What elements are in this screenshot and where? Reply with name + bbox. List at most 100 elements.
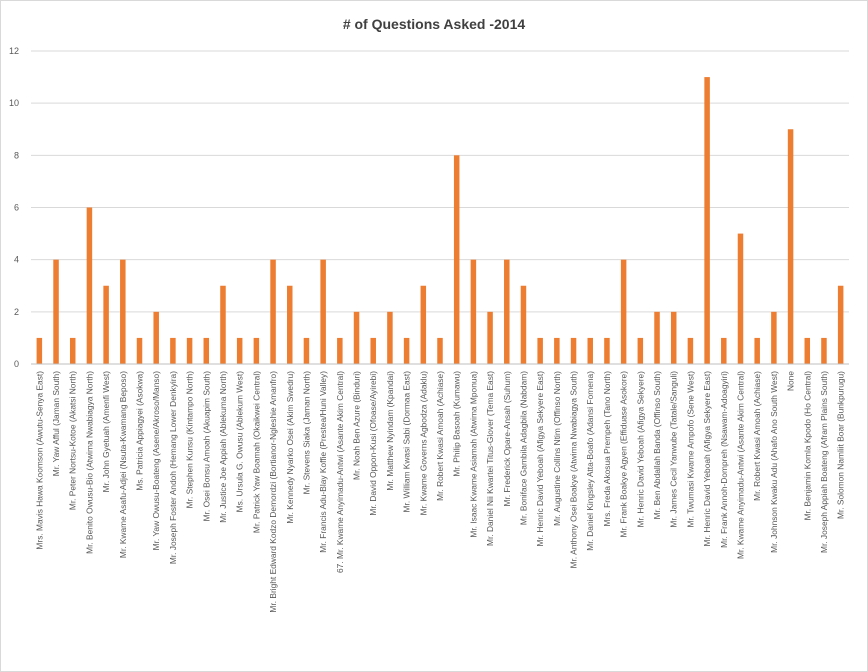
x-tick-label: Mr. Frank Boakye Agyen (Effiduase Asokor… [619,371,629,538]
bar [470,259,477,364]
bar [36,337,43,364]
y-axis-ticks: 0 2 4 6 8 10 12 [9,46,19,369]
x-tick-label: Mr. Ben Abdallah Banda (Offinso South) [652,371,662,520]
x-tick-label: Mr. Joseph Foster Andoh (Hemang Lower De… [168,371,178,564]
bar [737,233,744,364]
x-tick-label: Mr. Patrick Yaw Boamah (Okaikwei Central… [251,371,261,533]
x-tick-label: Mr. Robert Kwasi Amoah (Achiase) [435,371,445,501]
bar [270,259,276,364]
bars [36,77,844,364]
x-axis-labels: Mrs. Mavis Hawa Koomson (Awutu-Senya Eas… [34,371,845,613]
x-tick-label: 67. Mr. Kwame Anyimadu-Antwi (Asante Aki… [335,371,345,573]
bar [120,259,126,364]
x-tick-label: Mr. Kwame Asafu-Adjei (Nsuta-Kwamang Bep… [118,371,128,558]
x-tick-label: Mr. Kwame Governs Agbodza (Adaklu) [418,371,428,516]
x-tick-label: Mr. Johnson Kwaku Adu (Ahafo Ano South W… [769,371,779,553]
x-tick-label: Mr. Kwame Anyimadu-Antwi (Asante Akim Ce… [735,371,745,559]
bar [437,337,443,364]
bar [387,311,393,364]
bar [337,337,343,364]
bar [353,311,360,364]
bar [203,337,210,364]
bar [771,311,777,364]
bar [487,311,493,364]
bar [721,337,727,364]
x-tick-label: Ms. Ursula G. Owusu (Ablekum West) [235,371,245,513]
x-tick-label: Mr. Benito Owusu-Bio (Atwima Nwabiagya N… [84,371,94,554]
x-tick-label: Mr. Anthony Osei Boakye (Atwima Nwabiagy… [569,371,579,569]
chart-title: # of Questions Asked -2014 [343,16,526,32]
x-tick-label: None [786,371,796,391]
bar [537,337,543,364]
x-tick-label: Mr. Yaw Owusu-Boateng (Asene/Akroso/Mans… [151,371,161,551]
y-tick-label: 0 [14,359,19,369]
bar [704,77,710,364]
bar [253,337,260,364]
bar [186,337,193,364]
x-tick-label: Mr. Daniel Kingsley Atta-Boafo (Adansi F… [585,371,595,551]
x-tick-label: Mr. Solomon Namliit Boar (Bunkpurugu) [836,371,846,519]
x-tick-label: Mr. William Kwasi Sabi (Dormaa East) [402,371,412,513]
y-tick-label: 12 [9,46,19,56]
x-tick-label: Mr. Matthew Nyindam (Kpandai) [385,371,395,491]
x-tick-label: Mr. Frederick Opare-Ansah (Suhum) [502,371,512,507]
bar [804,337,811,364]
x-tick-label: Mr. Joseph Appiah Boateng (Afram Plains … [819,371,829,553]
bar [153,311,159,364]
bar [136,337,143,364]
bar [86,207,93,364]
bar [69,337,76,364]
bar [453,155,460,364]
bar [370,337,376,364]
x-tick-label: Mr. Henric David Yeboah (Afigya Sekyere … [535,371,545,547]
bar [220,285,226,364]
y-tick-label: 2 [14,307,19,317]
y-tick-label: 10 [9,98,19,108]
bar [236,337,243,364]
y-tick-label: 6 [14,203,19,213]
x-tick-label: Mr. Henric David Yeboah (Afigya Sekyere … [702,371,712,547]
x-tick-label: Mr. Frank Annoh-Dompreh (Nsawam-Adoagyir… [719,371,729,548]
x-tick-label: Mr. Benjamin Komla Kpodo (Ho Central) [802,371,812,521]
bar [170,337,176,364]
x-tick-label: Mr. John Gyetuah (Amenfi West) [101,371,111,493]
bar [103,285,109,364]
bar [670,311,677,364]
bar [554,337,560,364]
y-tick-label: 8 [14,150,19,160]
x-tick-label: Mr. Bright Edward Kodzo Demordzi (Bortia… [268,371,278,613]
x-tick-label: Mr. Yaw Afful (Jaman South) [51,371,61,476]
x-tick-label: Mr. Francis Adu-Blay Koffie (Prestea/Hun… [318,371,328,553]
x-tick-label: Mr. Henric David Yeboah (Afigya Sekyere) [635,371,645,528]
x-tick-label: Mrs. Mavis Hawa Koomson (Awutu-Senya Eas… [34,371,44,550]
x-tick-label: Mr. Stevens Siaka (Jaman North) [301,371,311,495]
bar [821,337,827,364]
x-tick-label: Mr. Philip Basoah (Kumawu) [452,371,462,477]
bar [837,285,844,364]
bar [637,337,644,364]
bar [520,285,527,364]
x-tick-label: Mr. Peter Nortsu-Kotoe (Akatsi North) [68,371,78,510]
x-tick-label: Mr. Stephen Kunsu (Kintampo North) [185,371,195,509]
bar [303,337,310,364]
x-tick-label: Mr. Justice Joe Appiah (Ablekuma North) [218,371,228,523]
x-tick-label: Mr. Augustine Collins Ntim (Offinso Nort… [552,371,562,526]
bar [654,311,660,364]
bar [570,337,577,364]
x-tick-label: Mr. David Oppon-Kusi (Ofoase/Ayirebi) [368,371,378,516]
bar [287,285,293,364]
x-tick-label: Mrs. Freda Akosua Prempeh (Tano North) [602,371,612,527]
x-tick-label: Mr. James Cecil Yanwube (Tatale/Sanguli) [669,371,679,528]
bar [620,259,627,364]
bar [53,259,59,364]
x-tick-label: Mr. Osei Bonsu Amoah (Akuapim South) [201,371,211,522]
x-tick-label: Mr. Boniface Gambila Adagbila (Nabdam) [518,371,528,525]
bar [420,285,427,364]
x-tick-label: Mr. Twumasi Kwame Ampofo (Sene West) [685,371,695,528]
bar [320,259,326,364]
x-tick-label: Mr. Noah Ben Azure (Binduri) [352,371,362,480]
bar [787,129,794,364]
x-tick-label: Mr. Daniel Nii Kwartei Titus-Glover (Tem… [485,371,495,546]
